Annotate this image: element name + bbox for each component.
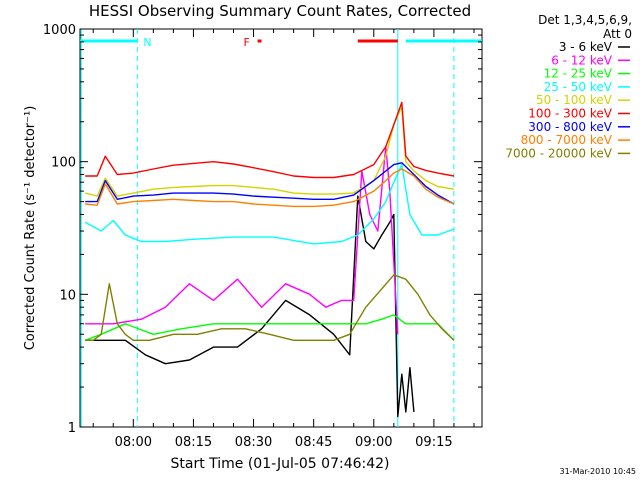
legend-header-line-1: Det 1,3,4,5,6,9, bbox=[538, 13, 632, 27]
y-tick-label: 100 bbox=[51, 156, 76, 171]
y-tick-label: 1 bbox=[68, 421, 76, 436]
series-group bbox=[84, 101, 455, 418]
y-tick-label: 10 bbox=[59, 288, 76, 303]
legend-label-5: 50 - 100 keV bbox=[536, 93, 613, 107]
plot-area bbox=[80, 29, 455, 427]
series-line-4 bbox=[84, 163, 455, 245]
x-tick-label: 08:00 bbox=[115, 435, 152, 450]
y-axis-label: Corrected Count Rate (s⁻¹ detector⁻¹) bbox=[23, 106, 38, 351]
x-tick-label: 08:15 bbox=[175, 435, 212, 450]
footer-timestamp: 31-Mar-2010 10:45 bbox=[560, 467, 637, 476]
legend-label-2: 6 - 12 keV bbox=[551, 53, 613, 67]
legend-label-7: 300 - 800 keV bbox=[528, 120, 612, 134]
x-tick-label: 08:45 bbox=[295, 435, 332, 450]
legend-label-4: 25 - 50 keV bbox=[544, 80, 613, 94]
series-line-1 bbox=[85, 195, 415, 418]
flag-label-n: N bbox=[143, 36, 151, 49]
x-tick-label: 09:00 bbox=[355, 435, 392, 450]
flag-label-f: F bbox=[244, 36, 250, 49]
series-line-7 bbox=[85, 162, 455, 205]
legend-label-1: 3 - 6 keV bbox=[559, 40, 613, 54]
series-line-3 bbox=[84, 314, 455, 341]
plot-frame bbox=[79, 28, 483, 428]
legend-label-8: 800 - 7000 keV bbox=[521, 133, 613, 147]
series-line-5 bbox=[85, 105, 455, 197]
series-line-8 bbox=[85, 168, 455, 208]
series-line-9 bbox=[85, 274, 455, 341]
legend-label-3: 12 - 25 keV bbox=[544, 67, 613, 81]
legend-label-9: 7000 - 20000 keV bbox=[505, 146, 612, 160]
x-axis: 08:00 08:15 08:30 08:45 09:00 09:15 bbox=[92, 29, 475, 450]
series-line-6 bbox=[85, 101, 455, 179]
legend-label-6: 100 - 300 keV bbox=[528, 107, 612, 121]
series-line-2 bbox=[85, 145, 399, 335]
legend-header-line-2: Att 0 bbox=[603, 27, 632, 41]
x-axis-label: Start Time (01-Jul-05 07:46:42) bbox=[170, 456, 389, 472]
y-axis: 1 10 100 1000 bbox=[43, 23, 482, 436]
y-tick-label: 1000 bbox=[43, 23, 76, 38]
x-tick-label: 08:30 bbox=[235, 435, 272, 450]
x-tick-label: 09:15 bbox=[415, 435, 452, 450]
chart-title: HESSI Observing Summary Count Rates, Cor… bbox=[89, 2, 471, 20]
